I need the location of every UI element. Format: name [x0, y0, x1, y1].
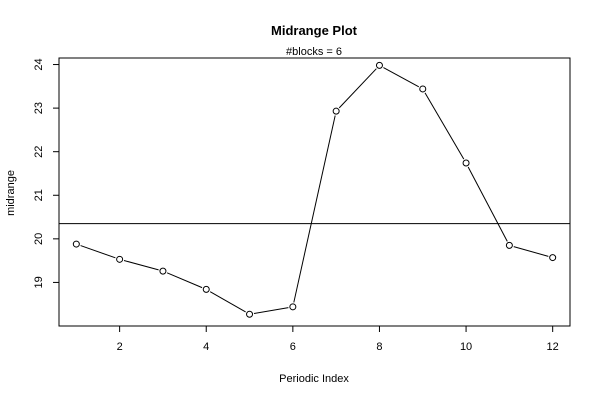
y-axis: 19 20 21 22 23 24: [33, 58, 59, 289]
series-segment: [123, 260, 159, 271]
x-tick-label: 6: [290, 341, 296, 353]
data-point-2: [116, 255, 124, 263]
series-segment: [166, 272, 203, 289]
data-point-7: [332, 107, 340, 115]
series-layer: [72, 61, 557, 318]
data-point-9: [419, 85, 427, 93]
y-tick-label: 19: [33, 276, 45, 288]
series-segment: [513, 246, 549, 257]
series-segment: [467, 166, 508, 242]
data-point-3: [159, 267, 167, 275]
data-point-11: [505, 241, 513, 249]
x-tick-label: 12: [547, 341, 559, 353]
data-point-4: [202, 285, 210, 293]
data-point-10: [462, 159, 470, 167]
data-point-12: [549, 254, 557, 262]
x-axis-label: Periodic Index: [279, 373, 349, 385]
y-tick-label: 22: [33, 146, 45, 158]
x-tick-label: 10: [460, 341, 472, 353]
x-tick-label: 2: [117, 341, 123, 353]
chart-title: Midrange Plot: [271, 23, 358, 38]
series-segment: [293, 115, 336, 303]
series-segment: [209, 291, 246, 313]
y-tick-label: 20: [33, 233, 45, 245]
series-segment: [383, 67, 420, 88]
data-point-8: [375, 61, 383, 69]
data-point-1: [72, 240, 80, 248]
data-point-5: [246, 310, 254, 318]
series-segment: [338, 68, 377, 109]
y-axis-label: midrange: [5, 170, 17, 216]
x-axis: 2 4 6 8 10 12: [117, 326, 559, 353]
series-segment: [80, 245, 116, 259]
data-point-6: [289, 303, 297, 311]
x-tick-label: 4: [203, 341, 209, 353]
series-segment: [253, 307, 289, 314]
series-segment: [424, 92, 465, 160]
chart-subtitle: #blocks = 6: [286, 46, 342, 58]
y-tick-label: 24: [33, 58, 45, 70]
y-tick-label: 23: [33, 102, 45, 114]
x-tick-label: 8: [376, 341, 382, 353]
plot-frame: [58, 57, 571, 327]
y-tick-label: 21: [33, 189, 45, 201]
